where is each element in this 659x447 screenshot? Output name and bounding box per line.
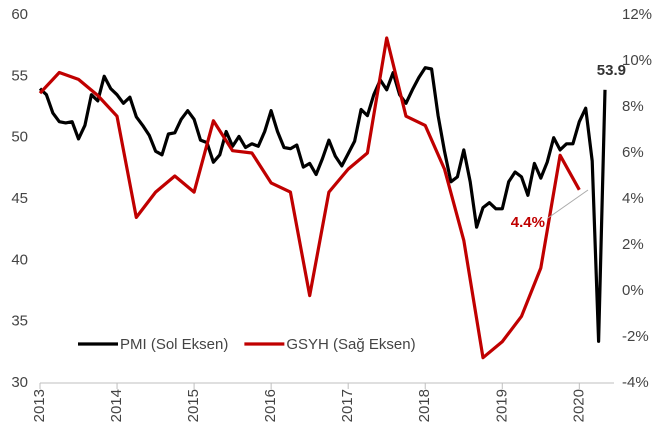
y2-tick-label: 4% — [622, 190, 644, 207]
y2-tick-label: -4% — [622, 374, 649, 391]
x-tick-label: 2020 — [570, 389, 587, 422]
x-tick-label: 2016 — [262, 389, 279, 422]
y-tick-label: 40 — [11, 251, 28, 268]
y-tick-label: 55 — [11, 67, 28, 84]
legend-label: GSYH (Sağ Eksen) — [286, 336, 415, 353]
x-tick-label: 2018 — [416, 389, 433, 422]
y2-tick-label: 8% — [622, 98, 644, 115]
annotation: 4.4% — [511, 214, 545, 231]
y2-tick-label: 6% — [622, 144, 644, 161]
y-tick-label: 35 — [11, 313, 28, 330]
annotation-leader — [547, 189, 589, 219]
annotation: 53.9 — [597, 62, 626, 79]
x-tick-label: 2014 — [108, 389, 125, 422]
y-tick-label: 30 — [11, 374, 28, 391]
series-line — [38, 66, 607, 343]
y2-tick-label: -2% — [622, 328, 649, 345]
legend-label: PMI (Sol Eksen) — [120, 336, 228, 353]
x-tick-label: 2015 — [185, 389, 202, 422]
x-tick-label: 2019 — [493, 389, 510, 422]
series-line — [38, 36, 581, 360]
y-tick-label: 50 — [11, 129, 28, 146]
y2-tick-label: 0% — [622, 282, 644, 299]
y-tick-label: 60 — [11, 6, 28, 23]
y2-tick-label: 2% — [622, 236, 644, 253]
x-tick-label: 2017 — [339, 389, 356, 422]
y-tick-label: 45 — [11, 190, 28, 207]
y2-tick-label: 10% — [622, 52, 652, 69]
x-tick-label: 2013 — [31, 389, 48, 422]
y2-tick-label: 12% — [622, 6, 652, 23]
